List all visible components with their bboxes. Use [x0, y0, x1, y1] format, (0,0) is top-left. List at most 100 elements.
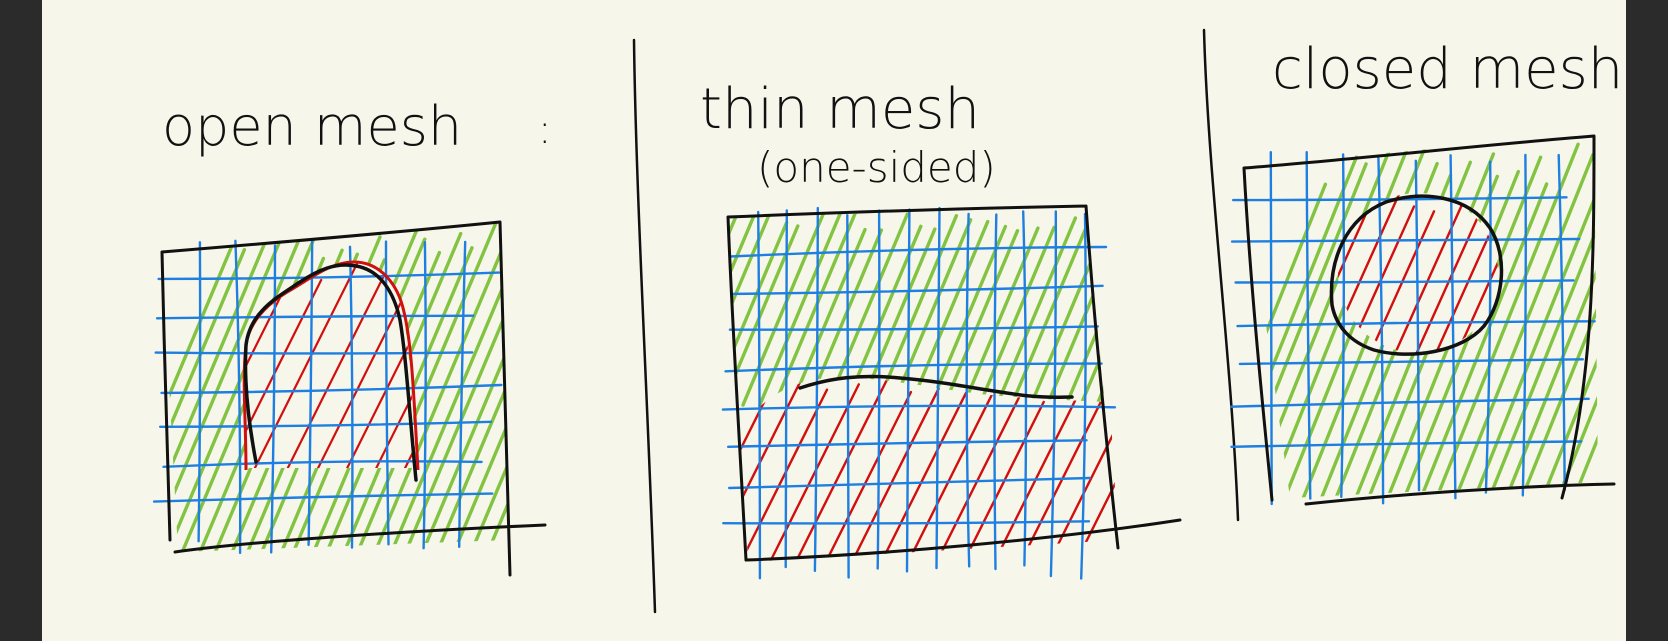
grid-line-horizontal: [1236, 320, 1596, 328]
outline-open-surface: [243, 263, 418, 482]
grid-line-horizontal: [1230, 397, 1590, 408]
hatch-stroke: [909, 219, 990, 407]
grid-line-horizontal: [1238, 358, 1584, 366]
grid-line-horizontal: [159, 420, 493, 428]
outline-closed-surface: [1329, 194, 1504, 356]
hatch-stroke: [466, 248, 510, 552]
hatch-stroke: [1503, 181, 1598, 498]
grid-line-vertical: [846, 214, 850, 579]
hatch-stroke: [1044, 380, 1118, 562]
hatch-stroke: [820, 390, 913, 562]
grid-line-vertical: [458, 240, 467, 548]
hatch-stroke: [1627, 133, 1668, 500]
panel-title-open-colon: :: [538, 107, 551, 153]
hatch-stroke: [162, 239, 301, 552]
panel-subtitle-thin: (one-sided): [757, 143, 996, 192]
hatch-stroke: [891, 218, 973, 407]
hatch-stroke: [958, 400, 1045, 562]
grid-line-horizontal: [724, 362, 1103, 373]
hatch-stroke: [825, 208, 913, 407]
panel-divider-1: [632, 38, 657, 614]
hatch-stroke: [247, 262, 361, 468]
hatch-stroke: [931, 378, 1029, 562]
outline-thin-surface: [798, 374, 1074, 399]
hatch-stroke: [352, 222, 503, 552]
grid-line-horizontal: [1230, 237, 1581, 243]
hatch-stroke: [370, 248, 504, 552]
grid-line-horizontal: [728, 476, 1091, 490]
hatch-stroke: [789, 227, 867, 407]
hatch-stroke: [1244, 155, 1359, 498]
panel-title-thin: thin mesh: [700, 77, 980, 142]
grid-line-horizontal: [154, 351, 474, 355]
grid-line-vertical: [876, 209, 881, 570]
grid-line-horizontal: [152, 492, 494, 503]
grid-line-horizontal: [728, 325, 1099, 331]
grid-line-vertical: [757, 210, 762, 580]
hatch-stroke: [903, 377, 1003, 562]
hatch-stroke: [400, 222, 510, 552]
grid-line-horizontal: [1232, 196, 1568, 202]
grid-line-horizontal: [727, 439, 1088, 448]
grid-line-vertical: [1269, 151, 1273, 506]
hatch-stroke: [1661, 163, 1668, 500]
grid-line-vertical: [1414, 159, 1421, 492]
grid-line-vertical: [1080, 212, 1087, 580]
panel-title-closed: closed mesh: [1272, 37, 1623, 102]
hatch-stroke: [1338, 195, 1375, 353]
frame-thin: [726, 204, 1182, 562]
hatch-stroke: [741, 208, 827, 407]
blue-grid-closed: [1230, 151, 1596, 506]
hatch-stroke: [386, 243, 510, 552]
hatch-stroke: [340, 262, 416, 468]
grid-line-horizontal: [729, 284, 1104, 296]
hatch-stroke: [417, 242, 510, 552]
grid-line-horizontal: [1230, 440, 1583, 448]
hatch-stroke: [162, 247, 247, 552]
hatch-stroke: [942, 228, 1020, 407]
panel-open-mesh: open mesh :: [152, 95, 551, 577]
blue-grid-open: [152, 238, 503, 555]
hatch-stroke: [806, 228, 884, 407]
grid-line-vertical: [784, 209, 788, 569]
hatch-stroke: [449, 222, 510, 552]
grid-line-vertical: [1022, 210, 1028, 567]
frame-closed: [1242, 134, 1616, 506]
panel-closed-mesh: closed mesh: [1230, 37, 1668, 506]
hatch-stroke: [1555, 168, 1598, 498]
hatch-stroke: [876, 377, 975, 562]
hatch-stroke: [1365, 210, 1436, 353]
grid-line-horizontal: [728, 245, 1108, 258]
hatch-stroke: [977, 225, 1056, 407]
hatch-stroke: [1641, 133, 1668, 500]
hatch-stroke: [790, 377, 890, 562]
grid-line-vertical: [935, 206, 941, 570]
grid-line-horizontal: [160, 383, 503, 395]
hatch-stroke: [764, 383, 860, 562]
hatch-stroke: [875, 213, 959, 407]
grid-line-vertical: [1557, 153, 1566, 492]
hatch-stroke: [280, 262, 398, 468]
grid-line-vertical: [270, 244, 277, 554]
grid-line-horizontal: [155, 314, 475, 320]
grid-line-vertical: [1521, 153, 1527, 497]
grid-line-horizontal: [162, 460, 483, 468]
grid-line-vertical: [234, 239, 242, 555]
panel-divider-2: [1202, 28, 1240, 522]
grid-line-vertical: [422, 241, 427, 550]
grid-line-horizontal: [722, 520, 1091, 525]
hatch-stroke: [758, 208, 846, 407]
hatch-stroke: [1045, 208, 1118, 407]
hatch-stroke: [1412, 196, 1488, 353]
hatch-stroke: [1540, 182, 1598, 498]
grid-line-vertical: [307, 238, 314, 547]
panel-title-open: open mesh: [162, 95, 462, 158]
hatch-stroke: [961, 226, 1040, 407]
grid-line-vertical: [384, 240, 390, 546]
hatch-stroke: [728, 214, 756, 407]
hatch-stroke: [995, 216, 1078, 407]
hatch-stroke: [846, 382, 943, 562]
hatch-stroke: [1571, 170, 1598, 498]
hatch-stroke: [1338, 193, 1402, 353]
